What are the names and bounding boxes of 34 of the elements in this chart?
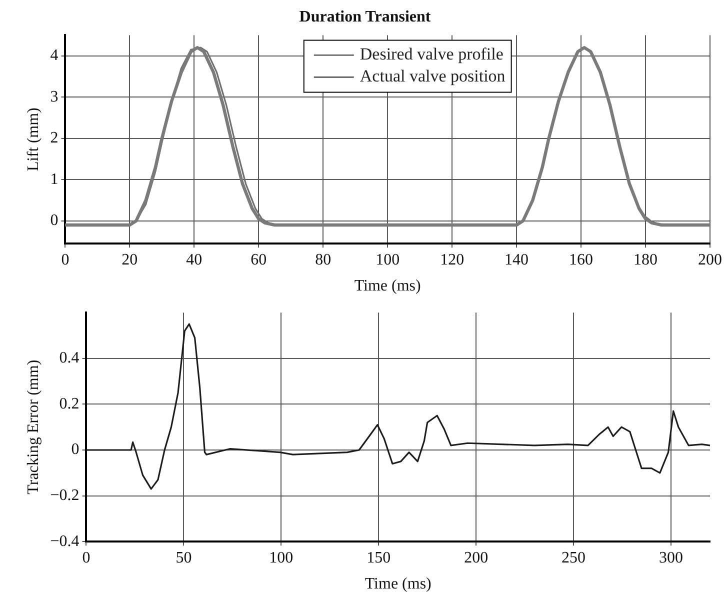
x-tick-label: 120 [440, 251, 464, 268]
y-tick-label: −0.2 [50, 487, 80, 504]
y-tick-label: 1 [50, 170, 58, 188]
x-tick-label: 200 [464, 549, 488, 566]
y-tick-label: 0.2 [59, 395, 80, 412]
y-tick-label: 3 [50, 88, 58, 106]
x-tick-label: 140 [504, 251, 529, 268]
x-tick-label: 0 [82, 549, 90, 566]
x-axis-title: Time (ms) [364, 576, 432, 593]
x-tick-label: 60 [250, 251, 267, 268]
x-tick-label: 100 [269, 549, 294, 566]
y-tick-label: 4 [50, 47, 58, 64]
x-tick-label: 50 [176, 549, 192, 566]
x-tick-label: 250 [562, 549, 586, 566]
y-tick-label: 0 [50, 212, 58, 230]
x-tick-label: 100 [376, 251, 400, 268]
y-axis-title: Tracking Error (mm) [24, 360, 42, 494]
legend-label: Actual valve position [360, 66, 506, 86]
x-tick-label: 40 [186, 251, 202, 268]
y-axis-title: Lift (mm) [24, 108, 42, 172]
x-tick-label: 150 [366, 549, 391, 566]
x-tick-label: 20 [122, 251, 138, 268]
y-tick-label: −0.4 [50, 532, 80, 550]
x-tick-label: 180 [634, 251, 658, 268]
x-tick-label: 80 [315, 251, 332, 268]
x-tick-label: 160 [569, 251, 594, 268]
chart-title: Duration Transient [299, 8, 432, 26]
x-tick-label: 300 [659, 549, 684, 566]
y-tick-label: 2 [50, 130, 58, 147]
legend-label: Desired valve profile [360, 44, 504, 64]
x-tick-label: 200 [698, 251, 722, 268]
y-tick-label: 0.4 [59, 350, 80, 367]
y-tick-label: 0 [71, 441, 80, 458]
x-axis-title: Time (ms) [354, 278, 421, 295]
